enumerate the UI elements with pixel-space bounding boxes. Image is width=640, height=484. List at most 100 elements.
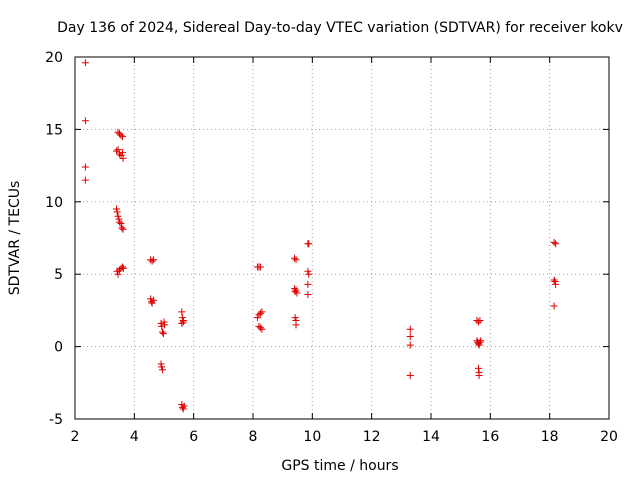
data-point — [116, 150, 123, 158]
data-point — [180, 402, 188, 410]
data-point — [160, 318, 168, 326]
plot-frame — [74, 56, 610, 420]
data-point — [113, 147, 121, 155]
data-point — [552, 280, 560, 288]
data-point — [159, 330, 167, 338]
data-point — [474, 318, 482, 326]
data-point — [256, 324, 264, 332]
data-point — [178, 308, 186, 316]
data-point — [117, 131, 125, 139]
data-point — [291, 314, 299, 322]
data-point — [550, 238, 558, 246]
y-tick-label: 20 — [45, 50, 63, 66]
data-point — [117, 220, 125, 228]
data-point — [148, 299, 156, 307]
data-point — [476, 338, 484, 346]
y-tick-label: 10 — [45, 195, 63, 211]
data-point — [157, 360, 165, 368]
chart-title: Day 136 of 2024, Sidereal Day-to-day VTE… — [57, 20, 623, 36]
data-point — [114, 146, 122, 154]
data-point — [475, 372, 483, 380]
data-point — [291, 254, 299, 262]
data-point — [150, 296, 158, 304]
data-point — [81, 117, 89, 125]
data-point — [119, 264, 127, 272]
data-point — [114, 212, 122, 220]
data-point — [474, 364, 482, 372]
data-point — [406, 372, 414, 380]
data-point — [256, 263, 264, 271]
data-point — [292, 321, 300, 329]
x-tick-label: 6 — [189, 429, 198, 445]
data-point — [291, 288, 299, 296]
data-point — [116, 130, 123, 138]
data-point — [118, 133, 126, 141]
data-point — [256, 309, 264, 317]
data-point — [292, 256, 300, 264]
axis-ticks: 2 4 6 8 10 12 14 16 18 20 -5 0 5 10 15 20 — [45, 50, 618, 445]
data-point — [113, 208, 121, 216]
x-tick-label: 10 — [303, 429, 321, 445]
data-point — [475, 341, 483, 349]
data-point — [406, 332, 414, 340]
data-point — [115, 215, 123, 223]
data-point — [178, 319, 186, 327]
data-point — [161, 321, 169, 329]
data-point — [179, 405, 187, 413]
data-point — [119, 225, 127, 233]
data-point — [159, 328, 167, 336]
data-point — [552, 240, 560, 248]
data-point — [113, 205, 121, 213]
data-point — [150, 256, 158, 264]
data-point — [119, 154, 127, 162]
data-point — [178, 403, 186, 411]
data-point — [81, 163, 89, 171]
data-point — [159, 366, 167, 374]
grid — [75, 57, 609, 419]
data-point — [305, 270, 313, 278]
data-point — [158, 322, 166, 330]
y-tick-label: 15 — [45, 122, 63, 138]
data-point — [179, 318, 187, 326]
data-point — [147, 295, 155, 303]
data-point — [148, 257, 156, 265]
data-point — [477, 337, 485, 345]
y-tick-label: -5 — [49, 412, 63, 428]
data-point — [116, 266, 123, 274]
data-point — [81, 59, 89, 67]
data-point — [293, 289, 301, 297]
x-tick-label: 4 — [130, 429, 139, 445]
data-point — [114, 128, 122, 136]
data-point — [178, 314, 186, 322]
x-tick-label: 16 — [481, 429, 499, 445]
data-point — [255, 322, 263, 330]
x-tick-label: 2 — [71, 429, 80, 445]
data-point — [305, 240, 313, 248]
y-tick-label: 0 — [54, 340, 63, 356]
data-point — [551, 277, 559, 285]
data-point — [255, 311, 263, 319]
data-point — [118, 224, 126, 232]
data-point — [158, 363, 166, 371]
data-points — [81, 59, 560, 413]
x-tick-label: 20 — [600, 429, 618, 445]
data-point — [291, 285, 299, 293]
x-tick-label: 18 — [541, 429, 559, 445]
data-point — [406, 341, 414, 349]
data-point — [116, 218, 123, 226]
data-point — [114, 270, 122, 278]
data-point — [304, 290, 312, 298]
data-point — [258, 308, 266, 316]
x-tick-label: 8 — [249, 429, 258, 445]
x-axis-title: GPS time / hours — [281, 458, 398, 474]
y-axis-title: SDTVAR / TECUs — [7, 181, 23, 296]
data-point — [476, 317, 484, 325]
data-point — [157, 319, 165, 327]
data-point — [118, 149, 126, 157]
data-point — [292, 286, 300, 294]
data-point — [304, 280, 312, 288]
data-point — [550, 302, 558, 310]
x-tick-label: 14 — [422, 429, 440, 445]
